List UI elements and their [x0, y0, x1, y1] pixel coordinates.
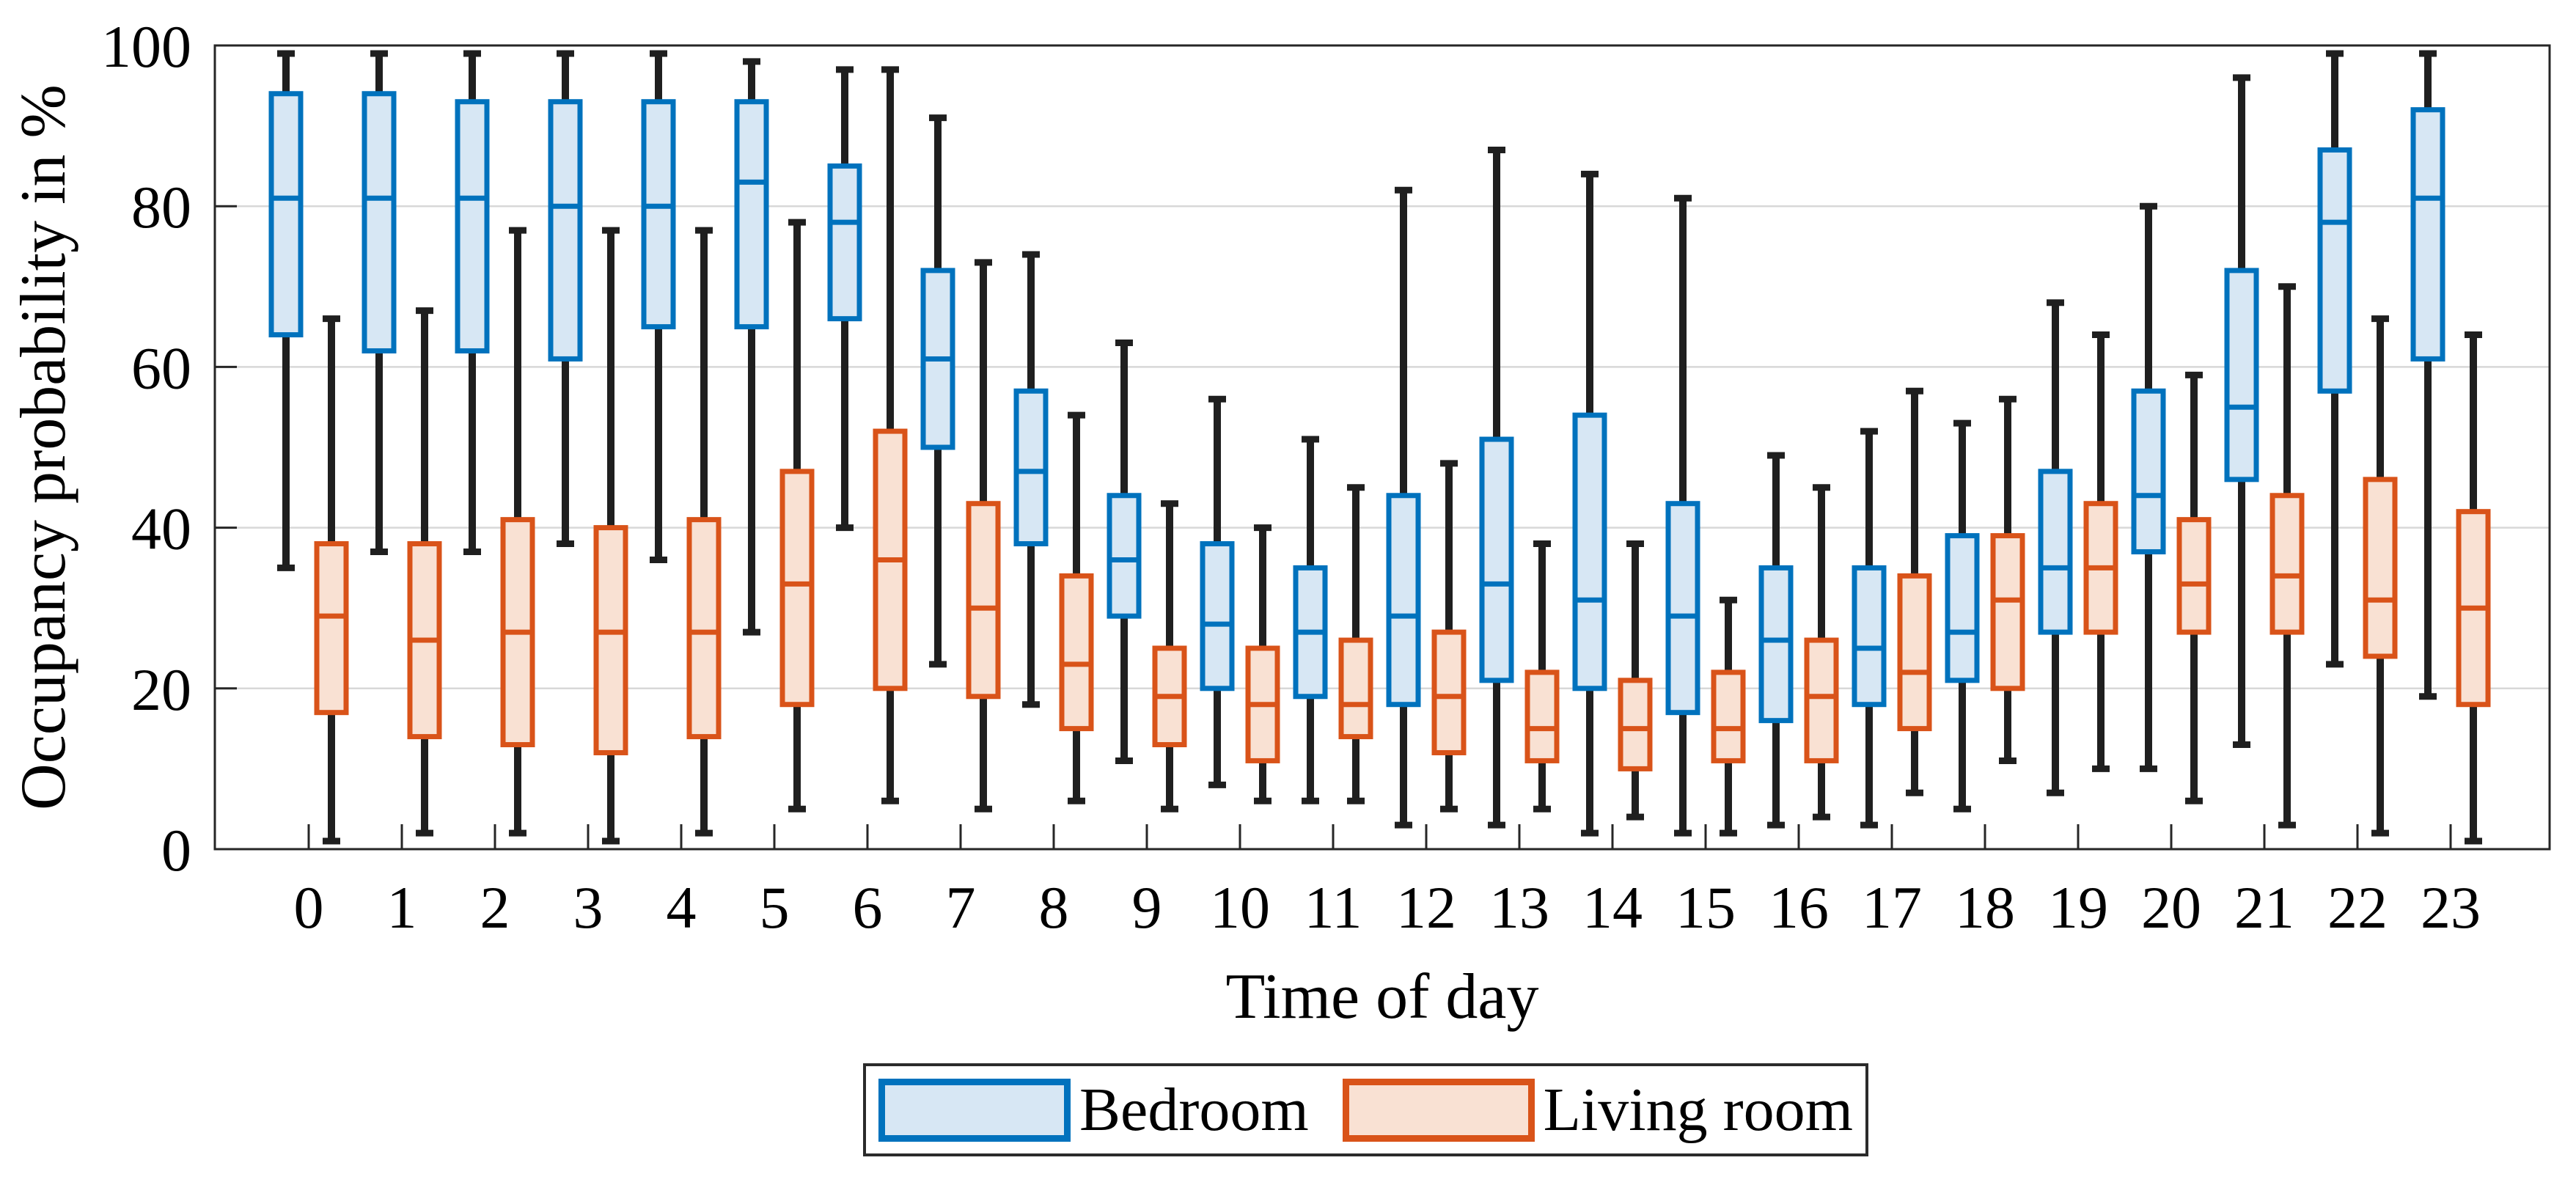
y-tick-label-20: 20 [131, 656, 191, 723]
x-axis-label: Time of day [1226, 961, 1539, 1032]
box-bedroom-hour-8 [1013, 388, 1049, 547]
box-living-room-hour-21 [2269, 493, 2305, 635]
x-tick-label-21: 21 [2234, 874, 2294, 941]
box-bedroom-hour-15 [1665, 501, 1700, 716]
box-bedroom-hour-0 [268, 91, 304, 338]
bedroom-swatch [878, 1078, 1071, 1142]
box-bedroom-hour-2 [455, 99, 490, 353]
y-tick-label-60: 60 [131, 334, 191, 401]
box-living-room-hour-12 [1431, 629, 1467, 755]
box-bedroom-hour-10 [1200, 541, 1235, 691]
box-bedroom-hour-3 [548, 99, 583, 362]
box-bedroom-hour-17 [1852, 565, 1887, 708]
box-living-room-hour-15 [1711, 669, 1746, 763]
box-living-room-hour-4 [686, 517, 722, 740]
box-living-room-hour-0 [314, 541, 349, 716]
y-tick-label-100: 100 [101, 13, 191, 80]
y-tick-label-40: 40 [131, 496, 191, 562]
box-bedroom-hour-16 [1758, 565, 1794, 724]
box-living-room-hour-20 [2176, 517, 2212, 635]
y-tick-label-0: 0 [161, 817, 191, 884]
box-living-room-hour-7 [966, 501, 1001, 700]
box-bedroom-hour-21 [2224, 268, 2259, 483]
x-tick-label-7: 7 [946, 874, 976, 941]
x-tick-label-1: 1 [387, 874, 417, 941]
x-tick-label-11: 11 [1304, 874, 1362, 941]
box-living-room-hour-18 [1990, 533, 2025, 691]
box-bedroom-hour-4 [641, 99, 676, 330]
x-tick-label-17: 17 [1862, 874, 1922, 941]
box-living-room-hour-14 [1618, 678, 1653, 771]
box-living-room-hour-16 [1804, 637, 1839, 763]
box-living-room-hour-5 [779, 469, 815, 708]
box-bedroom-hour-18 [1945, 533, 1980, 683]
legend-item-living-room: Living room [1342, 1075, 1853, 1144]
plot-frame [213, 44, 2551, 851]
x-tick-label-18: 18 [1955, 874, 2015, 941]
x-tick-label-5: 5 [760, 874, 790, 941]
x-tick-label-0: 0 [294, 874, 324, 941]
x-tick-label-2: 2 [480, 874, 510, 941]
x-tick-label-6: 6 [853, 874, 883, 941]
box-bedroom-hour-9 [1107, 493, 1142, 619]
box-bedroom-hour-6 [827, 163, 862, 322]
legend-label-living-room: Living room [1543, 1075, 1853, 1144]
x-tick-label-13: 13 [1489, 874, 1549, 941]
box-living-room-hour-8 [1059, 573, 1094, 732]
box-bedroom-hour-14 [1572, 412, 1607, 691]
box-living-room-hour-17 [1897, 573, 1932, 732]
legend-label-bedroom: Bedroom [1079, 1075, 1309, 1144]
x-tick-label-15: 15 [1676, 874, 1736, 941]
box-bedroom-hour-5 [734, 99, 769, 330]
y-axis-label: Occupancy probability in % [8, 84, 79, 810]
box-bedroom-hour-19 [2038, 469, 2073, 635]
box-living-room-hour-22 [2363, 477, 2398, 659]
box-bedroom-hour-22 [2317, 147, 2352, 394]
box-living-room-hour-13 [1524, 669, 1560, 763]
x-tick-label-10: 10 [1210, 874, 1270, 941]
box-bedroom-hour-1 [362, 91, 397, 353]
x-tick-label-16: 16 [1769, 874, 1829, 941]
x-tick-label-20: 20 [2141, 874, 2201, 941]
box-bedroom-hour-23 [2410, 107, 2445, 362]
x-tick-label-12: 12 [1396, 874, 1456, 941]
x-tick-label-23: 23 [2421, 874, 2481, 941]
box-bedroom-hour-13 [1479, 436, 1514, 683]
legend-item-bedroom: Bedroom [878, 1075, 1309, 1144]
x-tick-label-8: 8 [1039, 874, 1069, 941]
x-tick-label-9: 9 [1132, 874, 1162, 941]
box-living-room-hour-3 [593, 525, 628, 755]
box-bedroom-hour-20 [2131, 388, 2166, 554]
legend: Bedroom Living room [863, 1063, 1868, 1156]
box-living-room-hour-11 [1338, 637, 1373, 740]
x-tick-label-14: 14 [1582, 874, 1643, 941]
x-tick-label-4: 4 [667, 874, 697, 941]
y-tick-label-80: 80 [131, 174, 191, 241]
x-tick-label-19: 19 [2048, 874, 2108, 941]
x-tick-label-22: 22 [2327, 874, 2388, 941]
box-bedroom-hour-12 [1386, 493, 1421, 708]
living-room-swatch [1342, 1078, 1535, 1142]
x-tick-label-3: 3 [573, 874, 603, 941]
